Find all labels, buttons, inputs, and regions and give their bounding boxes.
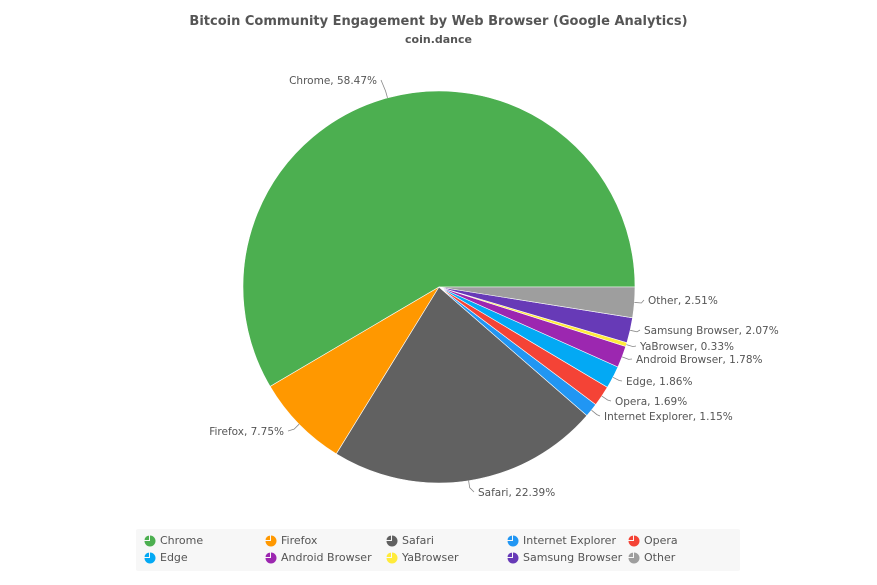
pie-icon (628, 552, 640, 564)
pie-slice-other[interactable] (438, 286, 636, 319)
leader-line-safari (468, 480, 475, 493)
chart-legend: Chrome Firefox Safari Internet Explorer Oper… (136, 529, 740, 571)
pie-icon (386, 535, 398, 547)
legend-label: YaBrowser (402, 551, 459, 564)
legend-label: Internet Explorer (523, 534, 616, 547)
leader-line-yabrowser (626, 344, 637, 348)
data-label-android-browser: Android Browser, 1.78% (636, 354, 763, 366)
data-label-samsung-browser: Samsung Browser, 2.07% (644, 325, 779, 337)
data-label-edge: Edge, 1.86% (626, 376, 692, 388)
data-label-firefox: Firefox, 7.75% (209, 426, 284, 438)
leader-line-samsung-browser (630, 329, 641, 333)
data-label-safari: Safari, 22.39% (478, 487, 555, 499)
leader-line-firefox (287, 423, 300, 432)
leader-line-chrome (380, 79, 388, 99)
legend-label: Edge (160, 551, 188, 564)
leader-line-internet-explorer (591, 409, 601, 417)
data-label-other: Other, 2.51% (648, 295, 718, 307)
pie-icon (507, 535, 519, 547)
pie-icon (507, 552, 519, 564)
pie-icon (265, 535, 277, 547)
pie-slice-firefox[interactable] (269, 286, 440, 455)
legend-label: Firefox (281, 534, 318, 547)
chart-title: Bitcoin Community Engagement by Web Brow… (189, 14, 688, 29)
legend-label: Opera (644, 534, 678, 547)
pie-icon (144, 552, 156, 564)
data-label-opera: Opera, 1.69% (615, 396, 687, 408)
data-label-internet-explorer: Internet Explorer, 1.15% (604, 411, 733, 423)
leader-line-android-browser (621, 356, 633, 360)
leader-line-edge (612, 376, 623, 382)
legend-label: Other (644, 551, 676, 564)
pie-icon (265, 552, 277, 564)
legend-label: Chrome (160, 534, 204, 547)
data-label-chrome: Chrome, 58.47% (289, 75, 377, 87)
data-label-yabrowser: YaBrowser, 0.33% (639, 341, 734, 353)
pie-icon (386, 552, 398, 564)
legend-label: Samsung Browser (523, 551, 623, 564)
chart-subtitle: coin.dance (405, 33, 472, 46)
pie-icon (144, 535, 156, 547)
leader-line-opera (601, 395, 612, 402)
legend-label: Android Browser (281, 551, 372, 564)
legend-label: Safari (402, 534, 434, 547)
pie-icon (628, 535, 640, 547)
leader-line-other (634, 299, 645, 304)
